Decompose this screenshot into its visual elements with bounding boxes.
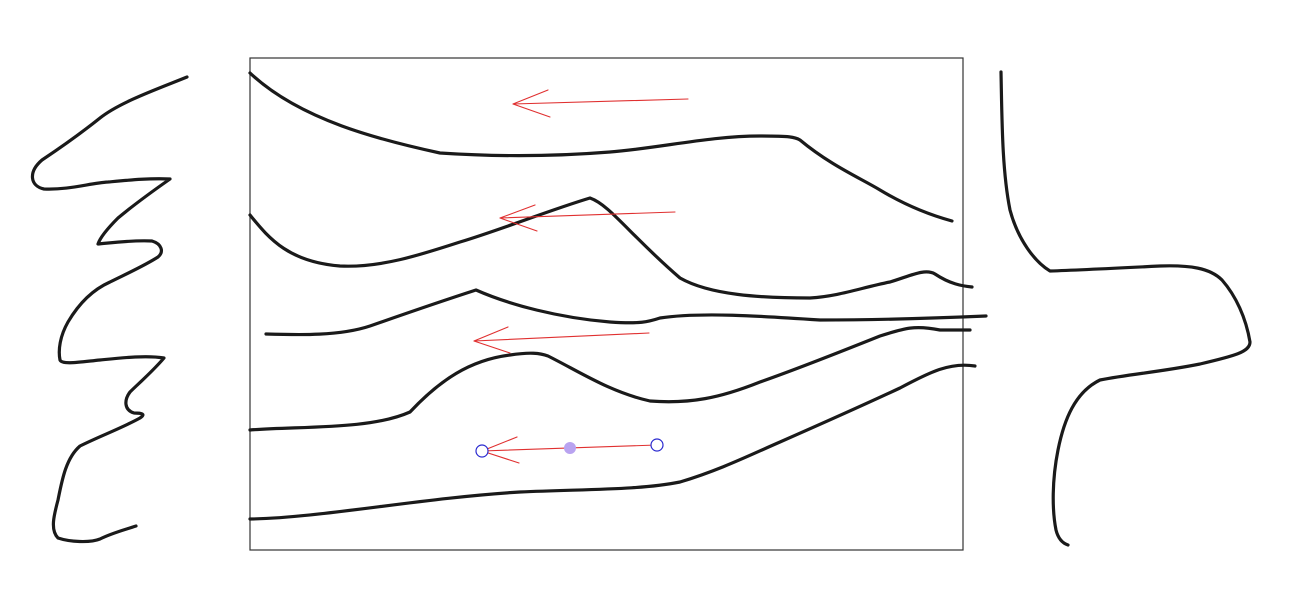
right-bracket-stroke[interactable] [999,70,1252,547]
arrow-3[interactable] [473,326,650,354]
arrow-4-selected[interactable] [475,436,664,464]
wave-line-2[interactable] [248,196,974,300]
arrow-2[interactable] [499,204,676,232]
arrow-1[interactable] [512,89,689,118]
left-zigzag-stroke[interactable] [30,75,189,544]
arrow-3-shaft [473,332,650,342]
arrow-3-head [473,326,511,354]
arrow-1-head [512,89,551,118]
arrow-2-shaft [499,211,676,219]
arrow-2-head [499,204,538,232]
arrow-4-end-handle[interactable] [650,438,664,452]
arrow-4-start-handle[interactable] [475,444,489,458]
wave-line-1[interactable] [248,71,954,223]
wave-line-4[interactable] [248,325,972,432]
arrow-1-shaft [512,98,689,105]
frame-rectangle[interactable] [249,57,964,551]
wave-line-5[interactable] [248,363,977,521]
wave-line-3[interactable] [264,288,988,337]
arrow-4-mid-handle[interactable] [564,442,576,454]
